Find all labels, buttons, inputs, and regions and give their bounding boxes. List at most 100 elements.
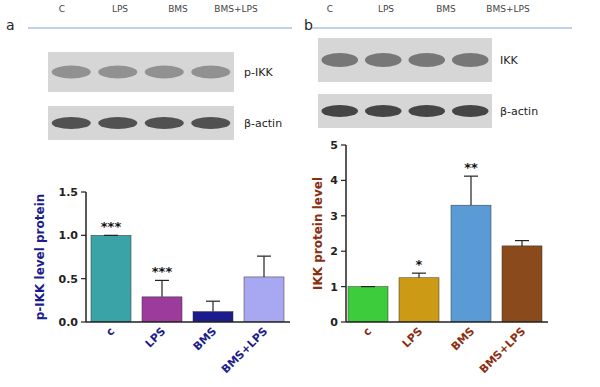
blot-image <box>318 38 492 82</box>
blot-band <box>52 66 91 79</box>
x-axis <box>86 321 290 323</box>
panel-label: a <box>6 17 15 33</box>
error-cap <box>464 176 478 177</box>
bar <box>142 297 182 322</box>
blot-band <box>452 105 489 117</box>
significance: *** <box>101 219 122 234</box>
blot-label: β-actin <box>500 105 538 118</box>
y-tick <box>341 215 346 216</box>
significance: * <box>416 257 423 272</box>
x-tick-label: LPS <box>400 325 426 351</box>
panel-label: b <box>304 17 313 33</box>
panel: aCLPSBMSBMS+LPSp-IKKβ-actin******0.00.51… <box>6 4 292 376</box>
error-bar <box>361 286 375 287</box>
error-bar <box>464 176 478 205</box>
x-tick-label: BMS <box>191 325 220 354</box>
y-axis-label: p-IKK level protein <box>33 194 47 321</box>
lane-line <box>28 28 292 29</box>
y-tick-label: 0.0 <box>59 316 79 329</box>
blot-band <box>408 105 445 117</box>
y-tick <box>341 321 346 322</box>
y-tick <box>341 180 346 181</box>
error-bar <box>257 256 271 277</box>
y-tick-label: 5 <box>330 139 338 152</box>
blot-band <box>98 117 137 129</box>
bar <box>244 277 284 322</box>
blot-band <box>452 53 489 67</box>
lane-label: BMS <box>436 4 456 14</box>
x-tick-label: BMS+LPS <box>219 325 270 376</box>
significance: *** <box>152 264 173 279</box>
error-cap <box>206 301 220 302</box>
lane-label: C <box>327 4 333 14</box>
y-axis <box>345 145 347 322</box>
x-tick-label: BMS+LPS <box>477 325 528 376</box>
error-line <box>212 301 213 311</box>
error-line <box>470 176 471 205</box>
error-line <box>521 241 522 246</box>
y-tick-label: 2 <box>330 245 338 258</box>
y-tick <box>81 235 86 236</box>
error-bar <box>155 280 169 296</box>
y-tick <box>81 278 86 279</box>
lane-label: LPS <box>112 4 128 14</box>
error-cap <box>104 235 118 236</box>
y-tick <box>341 286 346 287</box>
y-tick <box>341 251 346 252</box>
bar <box>399 278 439 322</box>
blot-band <box>191 66 230 79</box>
bar <box>451 205 491 322</box>
lane-label: C <box>59 4 65 14</box>
error-cap <box>361 286 375 287</box>
blot-band <box>98 66 137 79</box>
x-tick-label: BMS <box>449 325 478 354</box>
blot-band <box>321 105 358 117</box>
bars <box>91 235 284 322</box>
error-cap <box>155 280 169 281</box>
blot-band <box>321 53 358 67</box>
blot-image <box>48 52 234 92</box>
error-cap <box>515 240 529 241</box>
error-cap <box>257 256 271 257</box>
blot-band <box>191 117 230 129</box>
blot-band <box>145 117 184 129</box>
y-axis <box>85 192 87 322</box>
blot-image <box>318 94 492 128</box>
error-bar <box>515 241 529 246</box>
blot-label: p-IKK <box>244 66 273 79</box>
lane-label: BMS <box>168 4 188 14</box>
lane-label: BMS+LPS <box>486 4 530 14</box>
error-line <box>161 280 162 296</box>
y-tick-label: 0 <box>330 316 338 329</box>
blot-label: IKK <box>500 54 518 67</box>
panel: bCLPSBMSBMS+LPSIKKβ-actin***012345IKK pr… <box>304 4 572 376</box>
blot-band <box>365 105 402 117</box>
blot-band <box>408 53 445 67</box>
bar <box>193 312 233 322</box>
blot-band <box>52 117 91 129</box>
blot-label: β-actin <box>244 117 282 130</box>
bar <box>348 287 388 322</box>
error-bar <box>104 235 118 236</box>
blot-band <box>145 66 184 79</box>
y-tick <box>81 321 86 322</box>
x-axis <box>346 321 548 323</box>
lane-label: BMS+LPS <box>214 4 258 14</box>
chart-root: aCLPSBMSBMS+LPSp-IKKβ-actin******0.00.51… <box>0 0 600 387</box>
x-tick-label: c <box>103 325 117 339</box>
y-tick <box>81 191 86 192</box>
y-tick-label: 1 <box>330 281 338 294</box>
bar <box>91 235 131 322</box>
bars <box>348 176 542 322</box>
y-tick-label: 4 <box>330 174 338 187</box>
y-tick-label: 0.5 <box>59 273 79 286</box>
blot-image <box>48 106 234 140</box>
bar <box>502 246 542 322</box>
y-tick-label: 1.5 <box>59 186 79 199</box>
blot-band <box>365 53 402 67</box>
y-axis-label: IKK protein level <box>311 177 325 290</box>
y-tick-label: 1.0 <box>59 229 79 242</box>
error-cap <box>412 273 426 274</box>
x-tick-label: LPS <box>143 325 169 351</box>
lane-label: LPS <box>378 4 394 14</box>
